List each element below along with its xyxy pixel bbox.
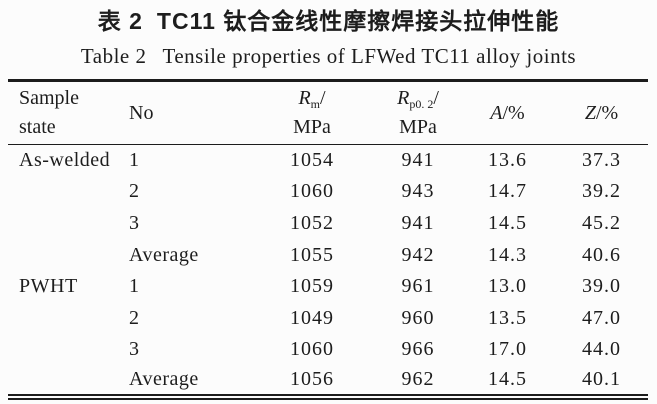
- a-symbol: A: [490, 101, 503, 124]
- cell-sample-state: PWHT: [19, 275, 78, 298]
- cell-a: 13.5: [488, 306, 527, 329]
- cell-rp02: 943: [401, 180, 435, 203]
- table-row: Average 1055 942 14.3 40.6: [8, 239, 648, 271]
- cell-no: 3: [129, 211, 140, 234]
- cell-no: 1: [129, 275, 140, 298]
- cell-no: 2: [129, 180, 140, 203]
- rp-subscript: p0. 2: [409, 97, 434, 111]
- cell-z: 40.6: [582, 243, 621, 266]
- cell-z: 39.0: [582, 275, 621, 298]
- table-row: As-welded 1 1054 941 13.6 37.3: [8, 145, 648, 177]
- rm-symbol: R: [298, 87, 311, 109]
- cell-a: 13.6: [488, 149, 527, 172]
- cell-rp02: 941: [401, 211, 435, 234]
- cell-sample-state: [8, 208, 114, 240]
- table-row: 3 1052 941 14.5 45.2: [8, 208, 648, 240]
- cell-sample-state: [8, 366, 114, 398]
- cell-a: 13.0: [488, 275, 527, 298]
- cell-sample-state: [8, 302, 114, 334]
- rm-subscript: m: [310, 97, 320, 111]
- cell-rp02: 942: [401, 243, 435, 266]
- cell-sample-state: [8, 334, 114, 366]
- header-z-formula: Z/%: [585, 102, 618, 124]
- header-rp-formula: Rp0. 2/: [397, 87, 439, 112]
- cell-no: Average: [129, 368, 199, 391]
- z-slash: /%: [595, 101, 619, 124]
- rp-symbol: R: [397, 87, 410, 109]
- caption-zh-text: TC11 钛合金线性摩擦焊接头拉伸性能: [156, 8, 560, 34]
- cell-a: 14.7: [488, 180, 527, 203]
- cell-z: 47.0: [582, 306, 621, 329]
- table-caption-en: Table 2 Tensile properties of LFWed TC11 …: [0, 43, 657, 69]
- header-row: Sample state No Rm/ MPa Rp0. 2/: [8, 80, 648, 145]
- cell-rp02: 962: [401, 368, 435, 391]
- cell-no: Average: [129, 243, 199, 266]
- col-header-reduction: Z/%: [555, 80, 648, 145]
- cell-rp02: 961: [401, 275, 435, 298]
- cell-a: 14.3: [488, 243, 527, 266]
- cell-z: 45.2: [582, 211, 621, 234]
- cell-z: 40.1: [582, 368, 621, 391]
- cell-sample-state: As-welded: [19, 149, 111, 172]
- caption-zh-label: 表 2: [97, 8, 143, 34]
- cell-z: 39.2: [582, 180, 621, 203]
- header-sample-line2: state: [19, 116, 56, 138]
- col-header-elongation: A/%: [460, 80, 555, 145]
- table-row: 2 1060 943 14.7 39.2: [8, 176, 648, 208]
- cell-rm: 1059: [290, 275, 334, 298]
- table-row: Average 1056 962 14.5 40.1: [8, 366, 648, 398]
- cell-no: 2: [129, 306, 140, 329]
- table-row: PWHT 1 1059 961 13.0 39.0: [8, 271, 648, 303]
- cell-rp02: 941: [401, 149, 435, 172]
- cell-a: 14.5: [488, 211, 527, 234]
- cell-rm: 1056: [290, 368, 334, 391]
- caption-en-label: Table 2: [80, 44, 147, 68]
- col-header-no: No: [114, 80, 248, 145]
- cell-rp02: 960: [401, 306, 435, 329]
- cell-a: 17.0: [488, 338, 527, 361]
- cell-sample-state: [8, 176, 114, 208]
- header-no-label: No: [129, 101, 154, 124]
- cell-rm: 1054: [290, 149, 334, 172]
- cell-rm: 1052: [290, 211, 334, 234]
- header-rm-formula: Rm/: [298, 87, 325, 112]
- cell-no: 3: [129, 338, 140, 361]
- tensile-properties-table: Sample state No Rm/ MPa Rp0. 2/: [8, 79, 648, 401]
- cell-sample-state: [8, 239, 114, 271]
- caption-en-text: Tensile properties of LFWed TC11 alloy j…: [162, 44, 577, 68]
- cell-rp02: 966: [401, 338, 435, 361]
- cell-z: 44.0: [582, 338, 621, 361]
- cell-no: 1: [129, 149, 140, 172]
- z-symbol: Z: [584, 101, 596, 124]
- rm-unit: MPa: [293, 116, 331, 138]
- cell-z: 37.3: [582, 149, 621, 172]
- rp-slash: /: [433, 87, 439, 109]
- cell-a: 14.5: [488, 368, 527, 391]
- col-header-rm: Rm/ MPa: [248, 80, 376, 145]
- col-header-rp02: Rp0. 2/ MPa: [376, 80, 460, 145]
- table-row: 2 1049 960 13.5 47.0: [8, 302, 648, 334]
- cell-rm: 1060: [290, 338, 334, 361]
- rp-unit: MPa: [399, 116, 437, 138]
- a-slash: /%: [502, 101, 525, 124]
- cell-rm: 1060: [290, 180, 334, 203]
- rm-slash: /: [320, 87, 326, 109]
- table-caption-zh: 表 2 TC11 钛合金线性摩擦焊接头拉伸性能: [0, 0, 657, 35]
- cell-rm: 1049: [290, 306, 334, 329]
- cell-rm: 1055: [290, 243, 334, 266]
- header-a-formula: A/%: [490, 102, 524, 124]
- table-row: 3 1060 966 17.0 44.0: [8, 334, 648, 366]
- header-sample-line1: Sample: [19, 87, 79, 109]
- col-header-sample-state: Sample state: [8, 80, 114, 145]
